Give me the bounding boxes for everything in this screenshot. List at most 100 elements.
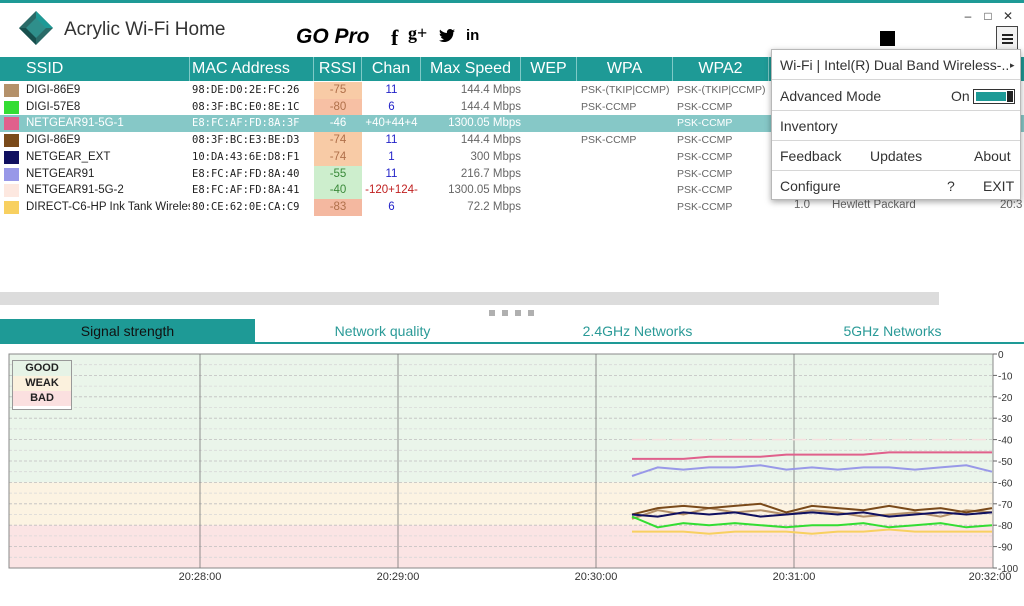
mac-cell: E8:FC:AF:FD:8A:41 <box>192 184 300 197</box>
y-tick-label: -40 <box>998 436 1013 447</box>
col-wep[interactable]: WEP <box>521 57 577 81</box>
partial-row-vendor: Hewlett Packard <box>832 199 916 211</box>
chan-cell: 6 <box>388 100 395 113</box>
signal-strength-chart: 20:28:00 20:29:00 20:30:00 20:31:00 20:32:00… <box>8 350 1018 583</box>
speed-cell: 216.7 Mbps <box>460 167 521 180</box>
network-color-swatch <box>4 184 19 198</box>
x-tick-label: 20:30:00 <box>575 571 618 583</box>
wep-cell <box>521 82 577 99</box>
rssi-cell: -75 <box>314 82 362 99</box>
table-row[interactable]: DIGI-86E9 08:3F:BC:E3:BE:D3 -74 11 144.4 Mbp… <box>0 132 1024 150</box>
help-button[interactable]: ? <box>947 178 955 194</box>
col-wpa[interactable]: WPA <box>577 57 673 81</box>
table-row[interactable]: DIGI-86E9 98:DE:D0:2E:FC:26 -75 11 144.4 Mbp… <box>0 82 1024 99</box>
rssi-cell: -74 <box>314 148 362 166</box>
rssi-cell: -74 <box>314 132 362 150</box>
network-color-swatch <box>4 117 19 131</box>
hamburger-menu-button[interactable] <box>996 26 1018 50</box>
exit-button[interactable]: EXIT <box>983 178 1015 194</box>
table-row[interactable]: NETGEAR91-5G-1 E8:FC:AF:FD:8A:3F -46 +40+44… <box>0 115 1024 133</box>
speed-cell: 144.4 Mbps <box>460 84 521 96</box>
speed-cell: 144.4 Mbps <box>460 100 521 113</box>
splitter-grip-icon[interactable] <box>489 310 495 316</box>
table-row[interactable]: NETGEAR_EXT 10:DA:43:6E:D8:F1 -74 1 300 Mbps… <box>0 148 1024 166</box>
col-ssid[interactable]: SSID <box>0 57 190 81</box>
table-row[interactable]: NETGEAR91 E8:FC:AF:FD:8A:40 -55 11 216.7 Mbp… <box>0 165 1024 183</box>
wpa2-cell: PSK-CCMP <box>677 134 733 147</box>
rssi-cell: -55 <box>314 165 362 183</box>
wpa-cell: PSK-CCMP <box>581 100 637 113</box>
col-mac[interactable]: MAC Address <box>190 57 314 81</box>
ssid-cell: DIGI-86E9 <box>26 84 81 96</box>
wpa2-cell: PSK-CCMP <box>677 184 733 197</box>
col-max-speed[interactable]: Max Speed <box>421 57 521 81</box>
tab-signal-strength[interactable]: Signal strength <box>0 319 255 343</box>
menu-row-configure: Configure ? EXIT <box>772 171 1020 201</box>
chan-cell: 1 <box>388 150 395 163</box>
network-color-swatch <box>4 134 19 148</box>
series-line <box>632 451 992 460</box>
close-button[interactable]: ✕ <box>1002 9 1014 23</box>
acrylic-logo-icon <box>19 11 53 45</box>
wpa-cell: PSK-CCMP <box>581 134 637 147</box>
signal-legend: GOOD WEAK BAD <box>12 360 72 410</box>
tab-5ghz-networks[interactable]: 5GHz Networks <box>843 323 942 339</box>
wep-cell <box>521 99 577 116</box>
menu-item-advanced-mode[interactable]: Advanced Mode On <box>772 81 1020 111</box>
wpa-cell <box>581 166 673 183</box>
horizontal-scrollbar[interactable] <box>0 292 939 305</box>
network-color-swatch <box>4 84 19 97</box>
minimize-button[interactable]: – <box>964 9 972 23</box>
tab-24ghz-networks[interactable]: 2.4GHz Networks <box>582 323 693 339</box>
menu-item-inventory[interactable]: Inventory <box>772 111 1020 141</box>
about-button[interactable]: About <box>974 148 1011 164</box>
x-tick-label: 20:32:00 <box>969 571 1012 583</box>
menu-icon <box>1002 34 1013 36</box>
facebook-icon[interactable]: f <box>391 25 399 50</box>
twitter-icon[interactable] <box>439 29 455 43</box>
configure-button[interactable]: Configure <box>780 178 841 194</box>
y-tick-label: 0 <box>998 350 1004 361</box>
legend-good: GOOD <box>13 361 71 376</box>
wpa2-cell: PSK-CCMP <box>677 117 733 130</box>
maximize-button[interactable]: □ <box>984 9 992 23</box>
linkedin-icon[interactable]: in <box>466 27 480 44</box>
rssi-cell: -40 <box>314 182 362 200</box>
wep-cell <box>521 199 577 216</box>
wpa2-cell: PSK-CCMP <box>677 167 733 180</box>
network-color-swatch <box>4 200 19 214</box>
go-pro-link[interactable]: GO Pro <box>296 25 370 48</box>
rssi-cell: -46 <box>314 115 362 133</box>
inventory-label: Inventory <box>780 118 838 134</box>
x-tick-label: 20:29:00 <box>377 571 420 583</box>
wep-cell <box>521 166 577 183</box>
wpa2-cell: PSK-CCMP <box>677 100 733 113</box>
y-tick-label: -10 <box>998 371 1013 382</box>
table-row[interactable]: DIGI-57E8 08:3F:BC:E0:8E:1C -80 6 144.4 Mbps… <box>0 98 1024 116</box>
table-row[interactable]: DIRECT-C6-HP Ink Tank Wireless 80:CE:62:0… <box>0 198 1024 216</box>
google-plus-icon[interactable]: g+ <box>408 23 428 43</box>
updates-button[interactable]: Updates <box>870 148 923 164</box>
series-line <box>631 464 993 477</box>
tab-network-quality[interactable]: Network quality <box>334 323 431 339</box>
adapter-label: Wi-Fi | Intel(R) Dual Band Wireless-... <box>780 57 1008 73</box>
rssi-cell: -83 <box>314 198 362 216</box>
chan-cell: 11 <box>385 84 398 96</box>
col-wpa2[interactable]: WPA2 <box>673 57 769 81</box>
wep-cell <box>521 132 577 149</box>
feedback-button[interactable]: Feedback <box>780 148 842 164</box>
advanced-mode-toggle[interactable] <box>973 89 1015 104</box>
ssid-cell: DIGI-86E9 <box>26 134 81 147</box>
mac-cell: E8:FC:AF:FD:8A:40 <box>192 167 300 180</box>
wep-cell <box>521 115 577 132</box>
ssid-cell: NETGEAR91-5G-1 <box>26 117 124 130</box>
table-row[interactable]: NETGEAR91-5G-2 E8:FC:AF:FD:8A:41 -40 -120+1… <box>0 182 1024 200</box>
series-line <box>631 502 993 516</box>
menu-item-adapter[interactable]: Wi-Fi | Intel(R) Dual Band Wireless-... … <box>772 50 1020 80</box>
series-line <box>632 528 992 535</box>
y-tick-label: -90 <box>998 543 1013 554</box>
mac-cell: 08:3F:BC:E3:BE:D3 <box>192 134 300 147</box>
col-rssi[interactable]: RSSI <box>314 57 362 81</box>
col-chan[interactable]: Chan <box>362 57 421 81</box>
wpa-cell <box>581 199 673 216</box>
